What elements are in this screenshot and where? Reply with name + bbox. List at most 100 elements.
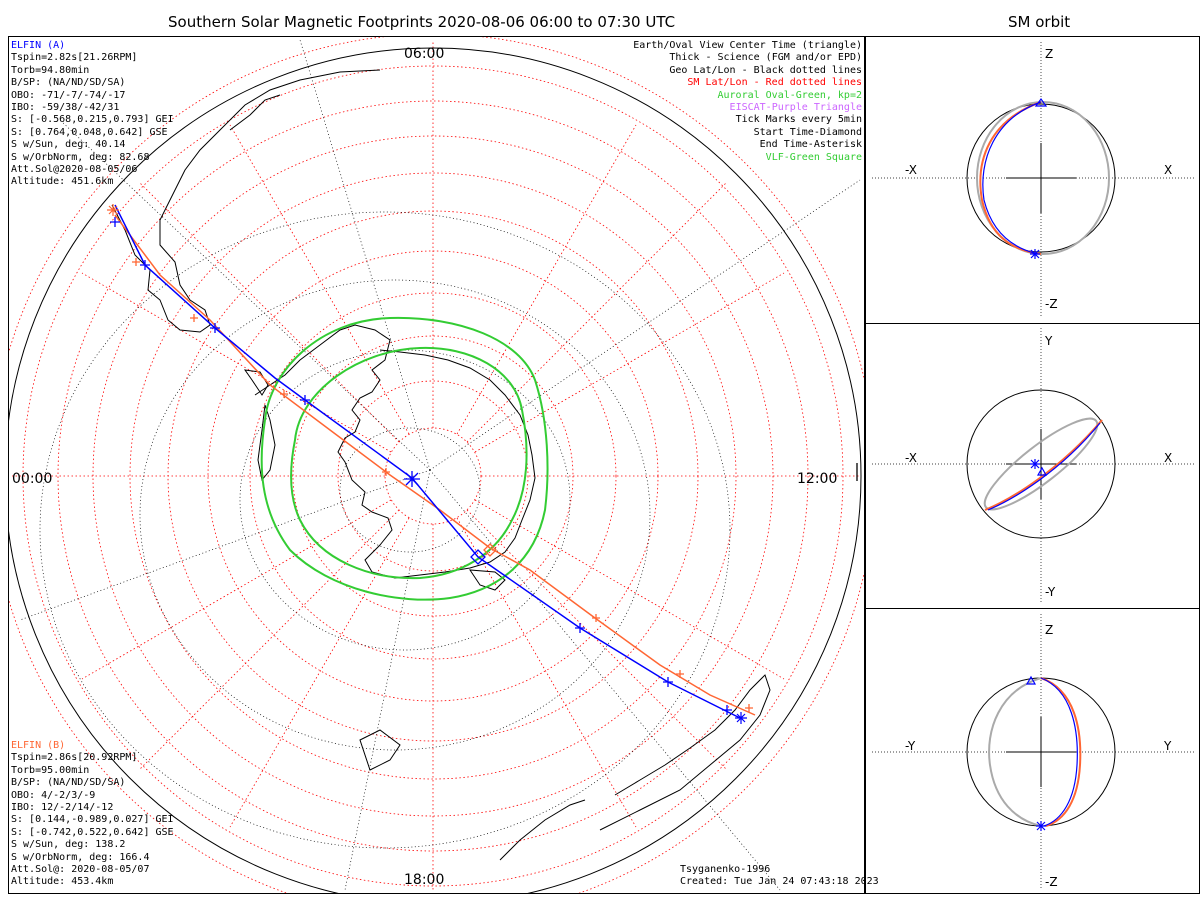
coastline-africa [229, 94, 281, 131]
info-line: B/SP: (NA/ND/SD/SA) [11, 77, 126, 89]
tick-mark [140, 260, 150, 270]
elfin-a-info: ELFIN (A) Tspin=2.82s[21.26RPM] Torb=94.8… [11, 40, 174, 189]
clock-label-left: 00:00 [12, 471, 52, 487]
sm-circle [337, 380, 529, 572]
elfin-a-track [114, 204, 741, 719]
elfin-b-path [114, 214, 756, 716]
clock-label-top: 06:00 [404, 46, 444, 62]
coastline-antarctica [254, 324, 536, 579]
coastline-south-america [111, 69, 381, 333]
info-line: S w/Sun, deg: 138.2 [11, 839, 126, 851]
clock-label-bottom: 18:00 [404, 872, 444, 888]
elfin-b-ticks [132, 258, 753, 712]
tick-mark [722, 705, 732, 715]
info-line: Tspin=2.86s[20.92RPM] [11, 752, 138, 764]
legend-item: EISCAT-Purple Triangle [729, 102, 862, 114]
sm-meridian [466, 182, 727, 443]
info-line: Altitude: 453.4km [11, 876, 114, 888]
elfin-a-end-asterisk [404, 471, 420, 487]
main-title: Southern Solar Magnetic Footprints 2020-… [168, 13, 676, 31]
elfin-b-info: ELFIN (B) Tspin=2.86s[20.92RPM] Torb=95.0… [11, 740, 174, 889]
info-line: IBO: -59/38/-42/31 [11, 102, 120, 114]
info-line: Altitude: 451.6km [11, 176, 114, 188]
geo-meridian [429, 469, 781, 891]
info-line: S: [-0.742,0.522,0.642] GSE [11, 826, 174, 838]
clock-label-right: 12:00 [797, 471, 837, 487]
orbit-panel-xy [865, 323, 1200, 609]
elfin-b-lines: Tspin=2.86s[20.92RPM] Torb=95.00min B/SP: … [11, 752, 174, 888]
sm-meridian [474, 272, 785, 453]
coastline-peninsula [257, 404, 276, 482]
horizon-circle [9, 47, 862, 893]
sm-circle [384, 427, 482, 525]
tick-mark [575, 623, 585, 633]
sm-meridian [139, 509, 400, 770]
coastline-new-zealand [599, 674, 771, 831]
sm-circle [57, 100, 809, 852]
tick-mark [382, 468, 390, 476]
tick-mark [210, 323, 220, 333]
auroral-oval-outer [260, 316, 549, 601]
sm-meridian [474, 499, 785, 680]
orbit-panel-xz [865, 36, 1200, 324]
sm-meridian [466, 509, 727, 770]
info-line: OBO: -71/-7/-74/-17 [11, 89, 126, 101]
elfin-b-end-asterisk [107, 204, 119, 216]
sm-meridian [229, 517, 410, 828]
sm-circle [129, 172, 737, 780]
legend-item: Auroral Oval-Green, kp=2 [717, 89, 863, 101]
elfin-b-track [114, 214, 756, 716]
coastline-island-2 [359, 729, 401, 771]
orbit-title: SM orbit [1008, 13, 1071, 31]
info-line: Att.Sol@: 2020-08-05/07 [11, 864, 150, 876]
sm-meridian [139, 182, 400, 443]
geo-meridian [429, 179, 861, 471]
geo-grid [19, 39, 861, 891]
geo-lat-circle [39, 211, 731, 849]
tick-mark [745, 704, 753, 712]
tick-mark [592, 614, 600, 622]
legend-item: End Time-Asterisk [759, 139, 862, 151]
geo-meridian [59, 119, 431, 471]
coastlines [111, 69, 771, 861]
tick-mark [676, 670, 684, 678]
legend-item: Geo Lat/Lon - Black dotted lines [669, 64, 862, 76]
model-label: Tsyganenko-1996 [680, 864, 771, 875]
info-line: S w/OrbNorm, deg: 166.4 [11, 851, 150, 863]
info-line: S w/OrbNorm, deg: 82.68 [11, 151, 150, 163]
legend-item: Thick - Science (FGM and/or EPD) [669, 52, 862, 64]
info-line: Torb=95.00min [11, 764, 90, 776]
coastline-australia [499, 799, 586, 861]
tick-mark [132, 258, 140, 266]
footer: Tsyganenko-1996 Created: Tue Jan 24 07:4… [680, 864, 879, 889]
elfin-a-start-diamond [470, 549, 486, 565]
info-line: OBO: 4/-2/3/-9 [11, 789, 96, 801]
info-line: Torb=94.80min [11, 64, 90, 76]
info-line: IBO: 12/-2/14/-12 [11, 802, 114, 814]
info-line: Tspin=2.82s[21.26RPM] [11, 52, 138, 64]
geo-meridian [19, 469, 431, 621]
geo-lat-circle [139, 279, 651, 751]
tick-mark [280, 390, 288, 398]
elfin-b-title: ELFIN (B) [11, 740, 66, 751]
geo-meridian [344, 469, 431, 891]
coastline-falklands [243, 369, 269, 396]
coastline-island [469, 569, 506, 591]
info-line: S: [0.144,-0.989,0.027] GEI [11, 814, 174, 826]
legend-item: Earth/Oval View Center Time (triangle) [633, 40, 862, 51]
created-label: Created: Tue Jan 24 07:43:18 2023 [680, 876, 879, 888]
elfin-b-start-diamond [483, 543, 497, 557]
legend-item: Tick Marks every 5min [735, 114, 862, 126]
tick-mark [190, 314, 198, 322]
tick-mark [300, 395, 310, 405]
legend-item: VLF-Green Square [765, 151, 862, 163]
legend-item: Start Time-Diamond [753, 126, 862, 138]
tick-mark [663, 677, 673, 687]
orbit-panel-yz [865, 608, 1200, 894]
auroral-oval [260, 316, 549, 601]
map-frame [8, 36, 865, 894]
sm-meridians [12, 40, 860, 890]
sm-meridian [81, 499, 392, 680]
elfin-a-ticks [110, 217, 732, 715]
